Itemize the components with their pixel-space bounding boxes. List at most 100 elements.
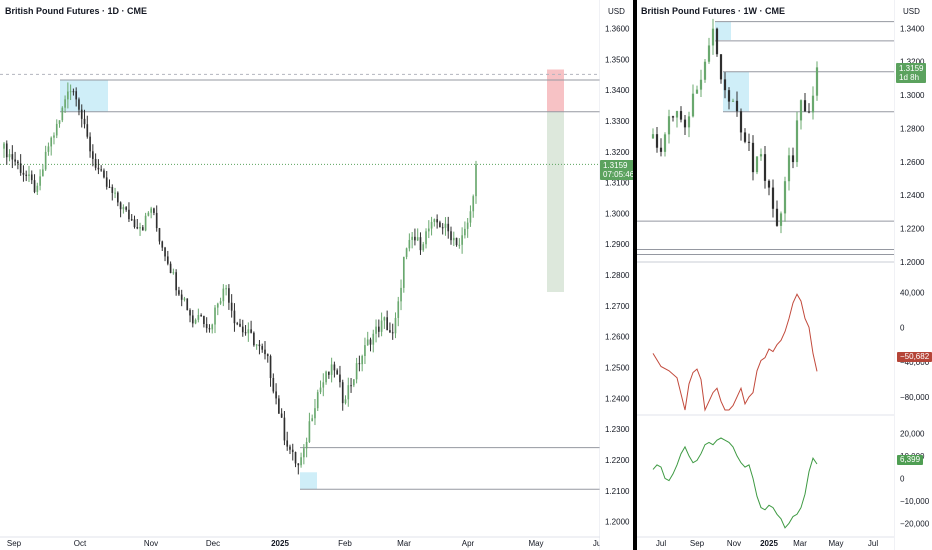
weekly-candle bbox=[687, 116, 691, 128]
weekly-x-tick-label: May bbox=[828, 539, 843, 548]
panel-divider[interactable] bbox=[633, 0, 637, 550]
daily-candle bbox=[466, 222, 469, 229]
weekly-candle bbox=[659, 147, 663, 152]
daily-candle bbox=[105, 177, 108, 187]
daily-candle bbox=[253, 332, 255, 346]
weekly-y-tick-label: 1.2000 bbox=[900, 258, 925, 267]
daily-candle bbox=[133, 219, 136, 228]
weekly-candle bbox=[671, 116, 675, 118]
daily-candle bbox=[469, 211, 472, 223]
weekly-bar-countdown: 1d 8h bbox=[899, 73, 920, 82]
daily-candle bbox=[402, 256, 405, 288]
daily-candle bbox=[67, 91, 69, 100]
daily-candle bbox=[216, 303, 219, 308]
daily-candle bbox=[42, 169, 44, 177]
weekly-candle bbox=[715, 28, 719, 55]
weekly-candle bbox=[803, 100, 807, 112]
daily-candle bbox=[305, 441, 308, 449]
daily-candle bbox=[189, 310, 191, 316]
weekly-candle bbox=[783, 181, 787, 214]
daily-candle bbox=[455, 237, 458, 246]
daily-candle bbox=[83, 118, 86, 125]
daily-bar-countdown: 07:05:46 bbox=[603, 170, 635, 179]
daily-candle bbox=[5, 143, 8, 158]
daily-candle bbox=[414, 236, 416, 241]
daily-candle bbox=[8, 154, 11, 158]
weekly-currency-label: USD bbox=[903, 7, 920, 16]
daily-candle bbox=[266, 354, 269, 357]
daily-candle bbox=[119, 202, 122, 210]
daily-candle bbox=[358, 363, 361, 365]
daily-candle bbox=[425, 231, 427, 245]
weekly-price-axis[interactable]: 1.3400 1.3200 1.3000 1.2800 1.2600 1.2400 1.22… bbox=[894, 0, 932, 550]
daily-candle bbox=[153, 208, 155, 213]
daily-candle bbox=[333, 364, 336, 371]
weekly-x-tick-label: Mar bbox=[793, 539, 807, 548]
daily-candle bbox=[75, 91, 78, 100]
weekly-candle bbox=[779, 213, 783, 226]
daily-candle bbox=[441, 227, 444, 229]
daily-candle bbox=[64, 99, 66, 108]
weekly-x-tick-label: Jul bbox=[656, 539, 666, 548]
daily-candle bbox=[250, 329, 252, 333]
daily-candle bbox=[236, 323, 239, 325]
daily-candle bbox=[58, 120, 61, 124]
daily-candle bbox=[186, 298, 189, 311]
daily-y-tick-label: 1.2400 bbox=[605, 394, 630, 403]
daily-candle bbox=[355, 363, 358, 380]
weekly-y-tick-label: 1.3400 bbox=[900, 24, 925, 33]
daily-candle bbox=[353, 379, 355, 386]
daily-y-tick-label: 1.2900 bbox=[605, 240, 630, 249]
net-positions-y-tick-label: 0 bbox=[900, 323, 905, 332]
daily-candle bbox=[239, 323, 241, 327]
daily-candle bbox=[377, 326, 380, 332]
weekly-candle bbox=[791, 155, 795, 163]
net-positions-value-badge: −50,682 bbox=[897, 352, 932, 362]
oscillator-y-tick-label: −10,000 bbox=[900, 497, 930, 506]
take-profit-zone bbox=[547, 111, 564, 292]
daily-candle bbox=[311, 418, 314, 422]
daily-candle bbox=[255, 344, 258, 346]
daily-candle bbox=[108, 186, 111, 188]
daily-last-price: 1.3159 bbox=[603, 161, 628, 170]
oscillator-y-tick-label: −20,000 bbox=[900, 519, 930, 528]
daily-candle bbox=[341, 382, 344, 404]
daily-candle bbox=[78, 99, 80, 110]
daily-x-tick-label: Jul bbox=[593, 539, 600, 548]
daily-x-tick-label: Dec bbox=[206, 539, 220, 548]
daily-candle bbox=[303, 448, 305, 458]
daily-candle bbox=[33, 180, 36, 192]
daily-candle bbox=[244, 332, 247, 334]
daily-candle bbox=[169, 263, 172, 274]
daily-candle bbox=[94, 158, 97, 168]
daily-candle bbox=[47, 146, 50, 152]
daily-candle bbox=[219, 301, 222, 304]
daily-candle bbox=[372, 333, 375, 345]
daily-candle bbox=[386, 317, 388, 331]
daily-candle bbox=[294, 452, 297, 464]
daily-price-axis[interactable]: 1.3600 1.3500 1.3400 1.3300 1.3200 1.3100 1.30… bbox=[599, 0, 635, 550]
daily-candle bbox=[80, 109, 83, 119]
daily-candle bbox=[433, 219, 436, 222]
weekly-candle bbox=[731, 100, 735, 102]
weekly-price-chart[interactable]: Jul Sep Nov 2025 Mar May Jul bbox=[637, 0, 894, 550]
daily-candle bbox=[233, 310, 236, 324]
daily-candle bbox=[11, 154, 14, 160]
daily-candle bbox=[225, 288, 227, 290]
daily-candle bbox=[308, 421, 311, 442]
weekly-candle bbox=[799, 100, 803, 121]
net-positions-y-tick-label: −40,000 bbox=[900, 358, 930, 367]
weekly-candle bbox=[663, 134, 667, 152]
daily-candle bbox=[141, 227, 144, 231]
daily-candle bbox=[117, 192, 119, 203]
daily-candle bbox=[228, 288, 230, 303]
daily-candle bbox=[128, 209, 130, 220]
weekly-candle bbox=[655, 134, 659, 148]
weekly-x-tick-label: Nov bbox=[727, 539, 741, 548]
daily-price-chart[interactable]: Sep Oct Nov Dec 2025 Feb Mar Apr May Jul bbox=[0, 0, 600, 550]
weekly-y-tick-label: 1.2200 bbox=[900, 225, 925, 234]
daily-y-tick-label: 1.3400 bbox=[605, 86, 630, 95]
weekly-candle bbox=[743, 132, 747, 142]
daily-candle bbox=[39, 176, 41, 186]
daily-candle bbox=[289, 446, 291, 450]
